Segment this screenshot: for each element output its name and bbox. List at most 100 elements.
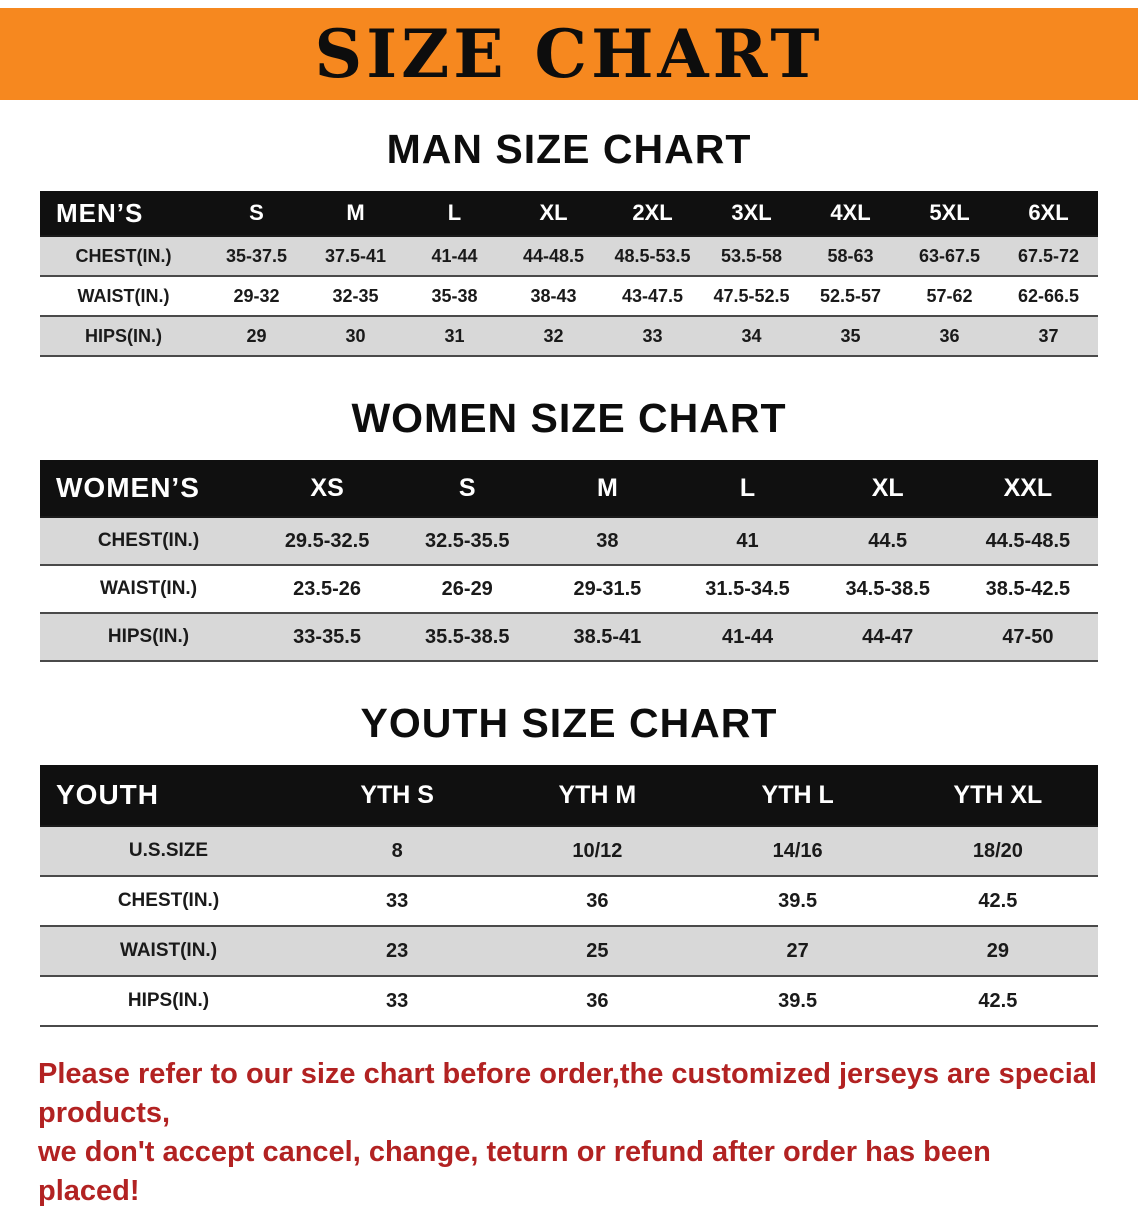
women-section: WOMEN SIZE CHART WOMEN’S XS S M L XL XXL CHEST(I… (0, 395, 1138, 662)
women-size-table: WOMEN’S XS S M L XL XXL CHEST(IN.) 29.5-32.5 32.5… (40, 460, 1098, 662)
table-cell: 29-32 (233, 285, 280, 306)
column-header: XL (817, 460, 958, 517)
row-label: CHEST(IN.) (75, 245, 172, 266)
table-cell: 10/12 (572, 839, 623, 862)
table-cell: 33 (386, 989, 409, 1012)
table-cell: 32 (543, 325, 564, 346)
column-header: L (677, 460, 818, 517)
column-header: YTH L (697, 765, 898, 826)
table-cell: 36 (586, 889, 609, 912)
size-chart-sections: MAN SIZE CHART MEN’S S M L XL 2XL 3XL 4XL 5XL 6XL C… (0, 126, 1138, 1027)
table-cell: 31 (444, 325, 465, 346)
table-cell: 14/16 (772, 839, 823, 862)
table-cell: 37.5-41 (324, 245, 387, 266)
table-row: CHEST(IN.) 33 36 39.5 42.5 (40, 876, 1098, 926)
youth-section: YOUTH SIZE CHART YOUTH YTH S YTH M YTH L YTH … (0, 700, 1138, 1027)
page-title: SIZE CHART (314, 15, 824, 93)
column-header: S (397, 460, 538, 517)
row-label: WAIST(IN.) (119, 940, 218, 961)
table-cell: 35-37.5 (225, 245, 288, 266)
table-cell: 29.5-32.5 (284, 529, 370, 552)
table-row: WAIST(IN.) 29-32 32-35 35-38 38-43 43-47.5 47.… (40, 276, 1098, 316)
disclaimer-line-1: Please refer to our size chart before or… (38, 1058, 1097, 1130)
column-header: 5XL (900, 191, 999, 236)
table-cell: 36 (586, 989, 609, 1012)
table-cell: 26-29 (441, 577, 493, 600)
table-row: HIPS(IN.) 33 36 39.5 42.5 (40, 976, 1098, 1026)
table-cell: 38 (596, 529, 619, 552)
table-cell: 33 (642, 325, 663, 346)
column-header: S (207, 191, 306, 236)
table-cell: 44.5 (868, 529, 908, 552)
men-heading: MAN SIZE CHART (386, 126, 752, 172)
table-cell: 30 (345, 325, 366, 346)
column-header: M (306, 191, 405, 236)
table-cell: 41 (736, 529, 759, 552)
table-cell: 32-35 (332, 285, 379, 306)
table-cell: 44-48.5 (522, 245, 585, 266)
column-header: 2XL (603, 191, 702, 236)
table-cell: 23 (386, 939, 409, 962)
men-section: MAN SIZE CHART MEN’S S M L XL 2XL 3XL 4XL 5XL 6XL C… (0, 126, 1138, 357)
table-cell: 52.5-57 (819, 285, 882, 306)
table-cell: 27 (786, 939, 809, 962)
table-row: HIPS(IN.) 33-35.5 35.5-38.5 38.5-41 41-44 44-… (40, 613, 1098, 661)
men-size-table: MEN’S S M L XL 2XL 3XL 4XL 5XL 6XL CHEST(IN.) 35-37… (40, 191, 1098, 357)
row-label: HIPS(IN.) (127, 990, 210, 1011)
column-header: M (537, 460, 678, 517)
table-cell: 67.5-72 (1017, 245, 1080, 266)
table-cell: 44-47 (862, 625, 914, 648)
table-group-label: YOUTH (40, 765, 297, 826)
table-cell: 35-38 (431, 285, 478, 306)
table-cell: 31.5-34.5 (705, 577, 790, 600)
table-cell: 29 (246, 325, 267, 346)
row-label: CHEST(IN.) (97, 530, 200, 551)
table-cell: 53.5-58 (720, 245, 783, 266)
youth-size-table: YOUTH YTH S YTH M YTH L YTH XL U.S.SIZE 8 10/12… (40, 765, 1098, 1027)
table-cell: 29-31.5 (573, 577, 642, 600)
row-label: U.S.SIZE (128, 840, 209, 861)
table-cell: 62-66.5 (1017, 285, 1080, 306)
table-cell: 47-50 (1002, 625, 1054, 648)
table-cell: 18/20 (972, 839, 1023, 862)
column-header: 4XL (801, 191, 900, 236)
table-cell: 47.5-52.5 (713, 285, 790, 306)
table-row: WAIST(IN.) 23.5-26 26-29 29-31.5 31.5-34.5 34… (40, 565, 1098, 613)
table-cell: 33-35.5 (293, 625, 361, 648)
column-header: YTH XL (897, 765, 1098, 826)
table-header-row: YOUTH YTH S YTH M YTH L YTH XL (40, 765, 1098, 826)
table-header-row: MEN’S S M L XL 2XL 3XL 4XL 5XL 6XL (40, 191, 1098, 236)
table-cell: 34 (741, 325, 762, 346)
row-label: WAIST(IN.) (77, 285, 170, 306)
column-header: 6XL (999, 191, 1098, 236)
table-row: U.S.SIZE 8 10/12 14/16 18/20 (40, 826, 1098, 876)
table-cell: 41-44 (721, 625, 774, 648)
youth-heading: YOUTH SIZE CHART (360, 700, 778, 746)
disclaimer-line-2: we don't accept cancel, change, teturn o… (38, 1136, 991, 1208)
row-label: HIPS(IN.) (107, 626, 190, 647)
table-cell: 38.5-42.5 (985, 577, 1071, 600)
table-cell: 42.5 (978, 889, 1018, 912)
table-cell: 39.5 (778, 989, 818, 1012)
table-row: WAIST(IN.) 23 25 27 29 (40, 926, 1098, 976)
table-row: CHEST(IN.) 35-37.5 37.5-41 41-44 44-48.5 48.5… (40, 236, 1098, 276)
table-cell: 38-43 (530, 285, 577, 306)
table-cell: 39.5 (778, 889, 818, 912)
column-header: XL (504, 191, 603, 236)
table-row: CHEST(IN.) 29.5-32.5 32.5-35.5 38 41 44.5 44.5… (40, 517, 1098, 565)
column-header: YTH M (497, 765, 698, 826)
table-row: HIPS(IN.) 29 30 31 32 33 34 35 36 37 (40, 316, 1098, 356)
row-label: CHEST(IN.) (117, 890, 220, 911)
table-cell: 58-63 (827, 245, 874, 266)
table-cell: 34.5-38.5 (845, 577, 930, 600)
table-group-label: MEN’S (40, 191, 207, 236)
table-cell: 35.5-38.5 (424, 625, 510, 648)
table-cell: 63-67.5 (918, 245, 981, 266)
row-label: WAIST(IN.) (99, 578, 198, 599)
table-cell: 57-62 (926, 285, 973, 306)
table-cell: 23.5-26 (293, 577, 361, 600)
table-cell: 44.5-48.5 (985, 529, 1071, 552)
table-cell: 36 (939, 325, 960, 346)
table-cell: 41-44 (431, 245, 478, 266)
table-cell: 29 (986, 939, 1009, 962)
